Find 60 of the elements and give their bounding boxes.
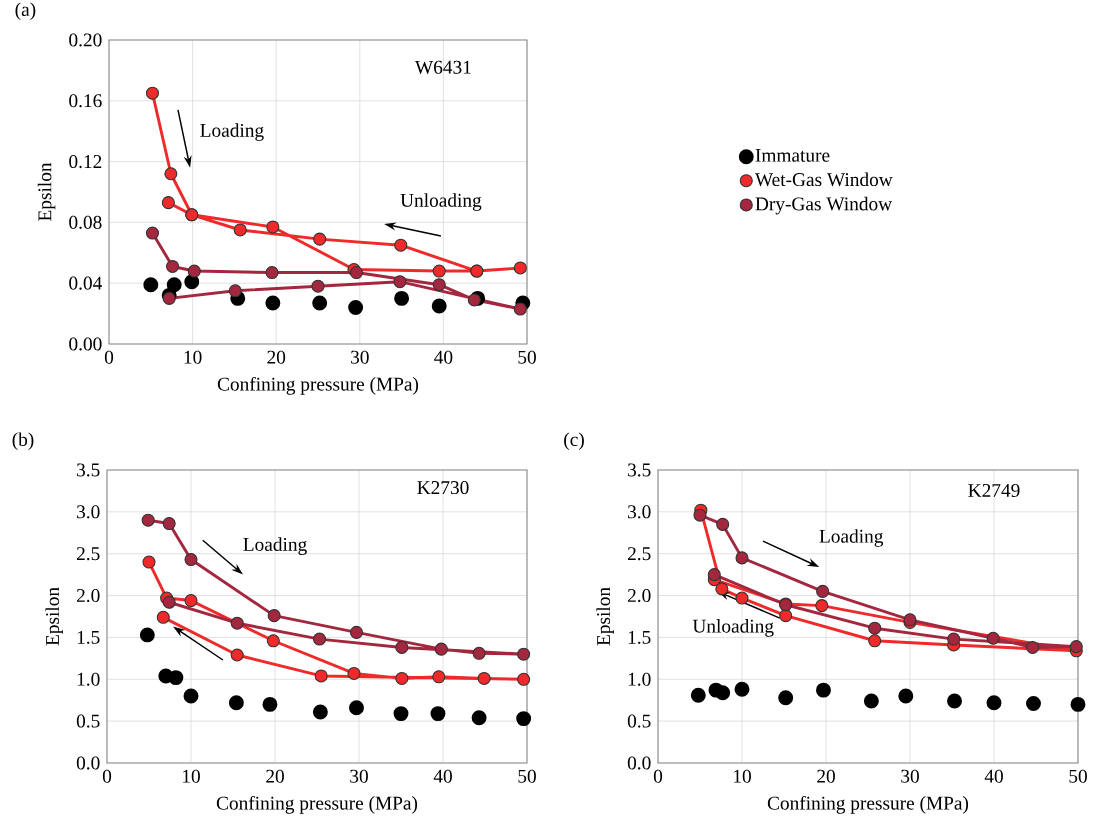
x-tick-label: 0	[102, 769, 112, 783]
chart-title: (a)	[15, 2, 36, 20]
y-tick-label: 0.08	[69, 215, 102, 229]
x-tick-label: 0	[653, 769, 663, 783]
y-axis-title: Epsilon	[45, 587, 63, 646]
y-tick-label: 3.0	[628, 505, 651, 519]
x-axis-title: Confining pressure (MPa)	[217, 376, 419, 395]
y-tick-label: 2.0	[76, 588, 100, 603]
x-tick-label: 30	[901, 769, 919, 783]
x-tick-label: 50	[518, 350, 536, 364]
y-tick-label: 0.0	[627, 756, 651, 770]
chart-title: (c)	[564, 432, 584, 450]
y-tick-label: 1.0	[628, 672, 651, 686]
legend-label: Wet-Gas Window	[754, 172, 893, 187]
y-tick-label: 0.12	[69, 155, 102, 169]
annotation: Unloading	[400, 193, 482, 211]
legend-label: Dry-Gas Window	[755, 196, 893, 215]
x-tick-label: 10	[184, 350, 202, 364]
x-tick-label: 20	[267, 350, 286, 364]
y-tick-label: 0.20	[69, 33, 102, 47]
y-tick-label: 3.5	[77, 463, 100, 477]
chart-title: (b)	[12, 432, 34, 450]
x-tick-label: 10	[183, 769, 200, 783]
annotation: Loading	[819, 529, 884, 547]
x-tick-label: 0	[104, 350, 114, 364]
y-axis-title: Epsilon	[37, 162, 56, 221]
y-tick-label: 3.5	[628, 463, 651, 477]
y-tick-label: 2.5	[76, 547, 100, 561]
legend-label: Immature	[755, 148, 830, 162]
x-tick-label: 30	[350, 769, 368, 783]
x-tick-label: 40	[434, 350, 453, 364]
y-tick-label: 0.5	[76, 714, 100, 728]
y-axis-title: Epsilon	[596, 587, 614, 646]
annotation: W6431	[414, 60, 471, 74]
y-tick-label: 1.5	[77, 630, 100, 644]
x-tick-label: 20	[266, 769, 284, 783]
y-tick-label: 0.00	[69, 337, 102, 351]
x-tick-label: 20	[817, 769, 835, 783]
x-tick-label: 40	[433, 769, 452, 783]
annotation: Unloading	[692, 619, 774, 637]
annotation: K2749	[968, 484, 1020, 497]
y-tick-label: 0.0	[76, 756, 100, 770]
y-tick-label: 3.0	[77, 505, 100, 519]
y-tick-label: 2.0	[627, 588, 651, 603]
y-tick-label: 0.04	[69, 276, 102, 290]
x-tick-label: 10	[734, 769, 751, 783]
annotation: K2730	[417, 481, 469, 495]
annotation: Loading	[243, 537, 307, 555]
x-tick-label: 40	[984, 769, 1003, 783]
y-tick-label: 2.5	[627, 547, 651, 561]
y-tick-label: 1.0	[77, 672, 100, 686]
x-tick-label: 50	[518, 769, 536, 783]
x-tick-label: 50	[1069, 769, 1087, 783]
x-axis-title: Confining pressure (MPa)	[767, 795, 969, 814]
y-tick-label: 0.5	[627, 714, 651, 728]
y-tick-label: 1.5	[628, 630, 651, 644]
x-tick-label: 30	[351, 350, 369, 364]
annotation: Loading	[200, 123, 264, 141]
y-tick-label: 0.16	[69, 94, 102, 108]
x-axis-title: Confining pressure (MPa)	[216, 795, 418, 814]
